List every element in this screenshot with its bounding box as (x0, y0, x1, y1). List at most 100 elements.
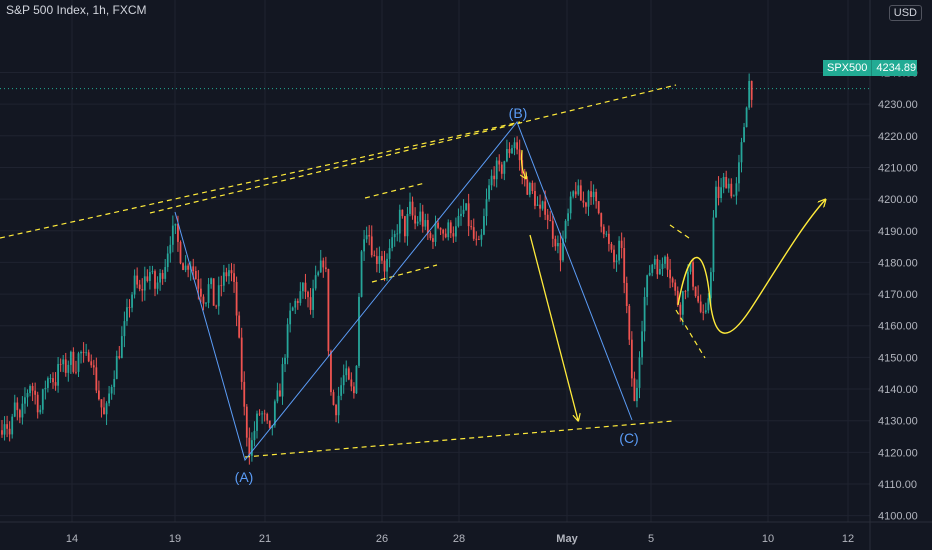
candle (707, 293, 710, 314)
candle (511, 144, 513, 154)
chart-grid (0, 0, 870, 522)
candle (732, 194, 735, 197)
wave-label: (A) (235, 469, 254, 485)
candle (342, 364, 345, 394)
candle (488, 178, 490, 202)
candle (217, 276, 220, 315)
candle (169, 236, 172, 263)
candle (506, 139, 508, 163)
candle (245, 404, 248, 447)
candle (750, 80, 753, 108)
candle (138, 279, 141, 292)
candle (447, 219, 450, 241)
y-tick-label: 4110.00 (878, 479, 917, 491)
candle (41, 388, 44, 414)
candle (615, 254, 618, 272)
candle (309, 288, 312, 315)
candle (286, 318, 289, 365)
candle (327, 268, 330, 357)
candle (159, 269, 161, 291)
candle (289, 302, 292, 333)
candle (47, 376, 49, 393)
candle (393, 230, 396, 247)
currency-label[interactable]: USD (888, 5, 922, 21)
candle (141, 278, 144, 302)
candle (263, 409, 266, 422)
price-tag-symbol: SPX500 (823, 60, 873, 76)
candle (722, 172, 725, 194)
candle (472, 218, 475, 241)
drawings-overlay: (A) (B) (C) (0, 84, 825, 485)
y-tick-label: 4140.00 (878, 384, 918, 396)
candle (131, 291, 133, 313)
candle (455, 217, 457, 242)
candle (681, 290, 684, 326)
candle (608, 225, 610, 252)
candle (90, 354, 93, 368)
candle (597, 201, 600, 215)
candle (725, 170, 728, 189)
candle (235, 276, 238, 327)
candle (623, 237, 626, 294)
candle (646, 274, 649, 306)
candle (113, 370, 116, 395)
candle (470, 220, 473, 230)
candle (579, 179, 582, 201)
candle (256, 410, 258, 439)
candle (299, 282, 302, 306)
candle (457, 208, 460, 228)
candle (546, 208, 549, 230)
candle (429, 231, 432, 241)
candle (171, 215, 174, 253)
candle (704, 302, 707, 314)
candle (345, 360, 348, 382)
candle (671, 276, 674, 288)
candle (187, 263, 190, 278)
candle (720, 178, 722, 203)
candle (284, 354, 286, 373)
y-tick-label: 4190.00 (878, 226, 918, 238)
candle (253, 421, 256, 447)
price-tag-value: 4234.89 (876, 62, 917, 74)
candle (370, 225, 373, 258)
candle (6, 415, 8, 438)
candle (95, 357, 98, 394)
price-axis[interactable]: 4100.00 4110.00 4120.00 4130.00 4140.00 4150.… (869, 0, 918, 550)
candle (653, 255, 656, 270)
candle (426, 213, 429, 240)
candle (69, 350, 72, 374)
candle (212, 278, 215, 306)
candle (164, 259, 167, 283)
candle (465, 202, 467, 211)
candle (490, 169, 493, 191)
y-tick-label: 4210.00 (878, 162, 918, 174)
candle (549, 211, 552, 222)
triangle-bottom-line (675, 309, 706, 359)
candle (194, 266, 197, 280)
candle (291, 306, 294, 312)
candle (414, 207, 416, 230)
candle (110, 384, 113, 400)
candle (29, 384, 31, 397)
candle (355, 365, 358, 395)
candle (340, 377, 343, 401)
candle (590, 181, 592, 206)
candle (712, 210, 715, 282)
candle (220, 275, 223, 297)
flag-bottom-line (371, 264, 438, 283)
candle (3, 416, 6, 441)
candle (735, 177, 738, 205)
candle (49, 374, 52, 383)
time-axis[interactable]: 14 19 21 26 28 May 5 10 12 (0, 521, 932, 545)
candle (386, 253, 388, 282)
candle (582, 191, 585, 208)
candle (281, 357, 284, 405)
candle (353, 382, 355, 399)
candle (577, 179, 580, 196)
candle (411, 196, 414, 220)
candle (64, 352, 67, 377)
candle (11, 413, 14, 439)
candle (57, 357, 59, 393)
candle (80, 350, 82, 364)
